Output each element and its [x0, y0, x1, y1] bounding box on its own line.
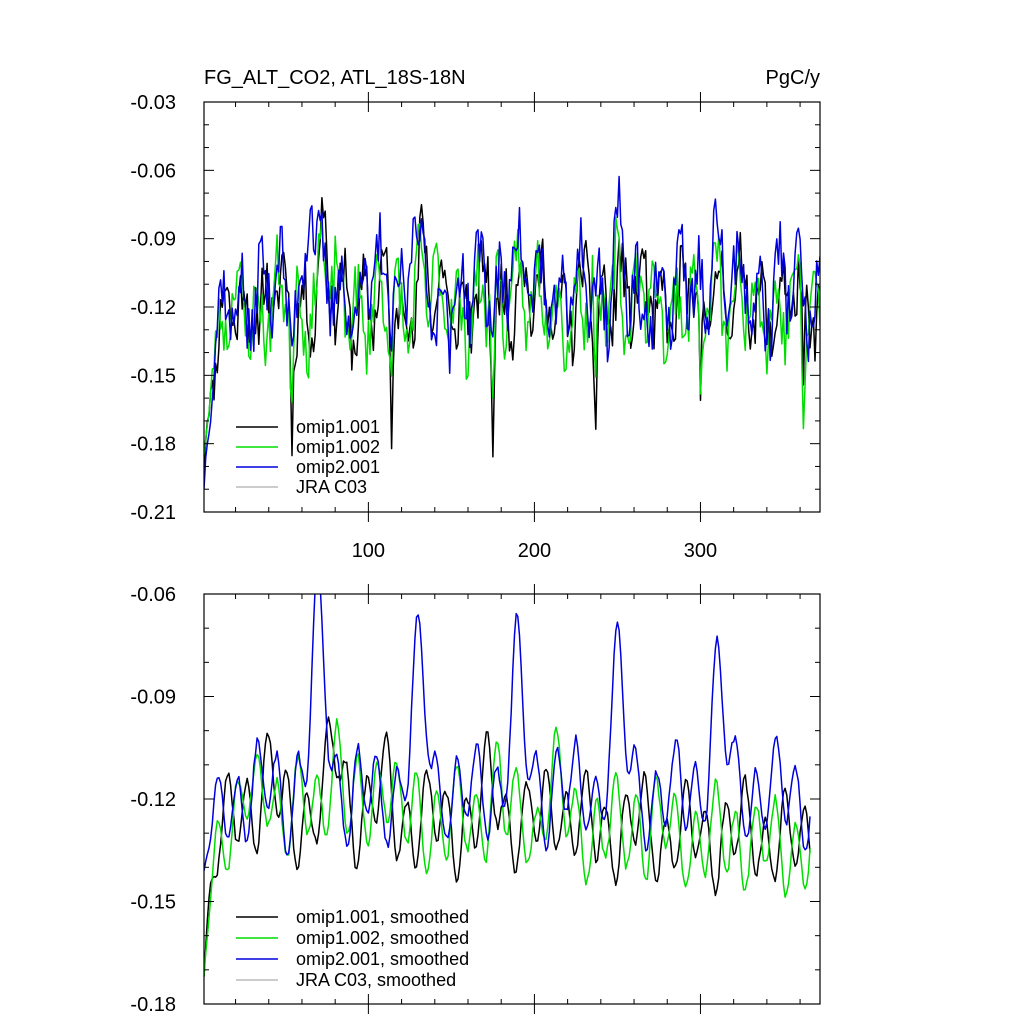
x-tick-label: 100: [352, 540, 385, 562]
top-panel: -0.21 -0.18 -0.15 -0.12 -0.09 -0.06 -0.03 100 20…: [130, 67, 821, 562]
y-tick-label: -0.09: [130, 687, 176, 709]
legend-label: omip1.002: [296, 437, 380, 457]
legend-label: omip1.001: [296, 417, 380, 437]
y-tick-label: -0.18: [130, 994, 176, 1016]
chart-title: FG_ALT_CO2, ATL_18S-18N: [204, 67, 466, 89]
legend-label: omip2.001, smoothed: [296, 949, 469, 969]
series-line-3: [204, 175, 820, 490]
y-tick-label: -0.03: [130, 92, 176, 114]
legend-label: omip1.001, smoothed: [296, 907, 469, 927]
units-label: PgC/y: [766, 67, 820, 89]
legend-label: omip1.002, smoothed: [296, 928, 469, 948]
y-tick-label: -0.15: [130, 892, 176, 914]
y-tick-label: -0.15: [130, 365, 176, 387]
y-tick-label: -0.18: [130, 434, 176, 456]
y-tick-label: -0.21: [130, 502, 176, 524]
legend-label: omip2.001: [296, 457, 380, 477]
y-tick-label: -0.09: [130, 229, 176, 251]
series-line-1: [204, 716, 811, 977]
legend-label: JRA C03, smoothed: [296, 970, 456, 990]
x-tick-label: 300: [684, 540, 717, 562]
series-line-1: [204, 196, 820, 467]
legend-label: JRA C03: [296, 477, 367, 497]
series-group: [204, 594, 811, 977]
y-tick-label: -0.06: [130, 584, 176, 606]
series-group: [204, 175, 820, 490]
series-line-2: [204, 718, 811, 977]
y-tick-label: -0.06: [130, 160, 176, 182]
y-tick-label: -0.12: [130, 789, 176, 811]
series-line-3: [204, 594, 811, 871]
bottom-panel: -0.18 -0.15 -0.12 -0.09 -0.06 omip1.001, smoo…: [130, 584, 821, 1016]
y-tick-label: -0.12: [130, 297, 176, 319]
x-tick-label: 200: [518, 540, 551, 562]
